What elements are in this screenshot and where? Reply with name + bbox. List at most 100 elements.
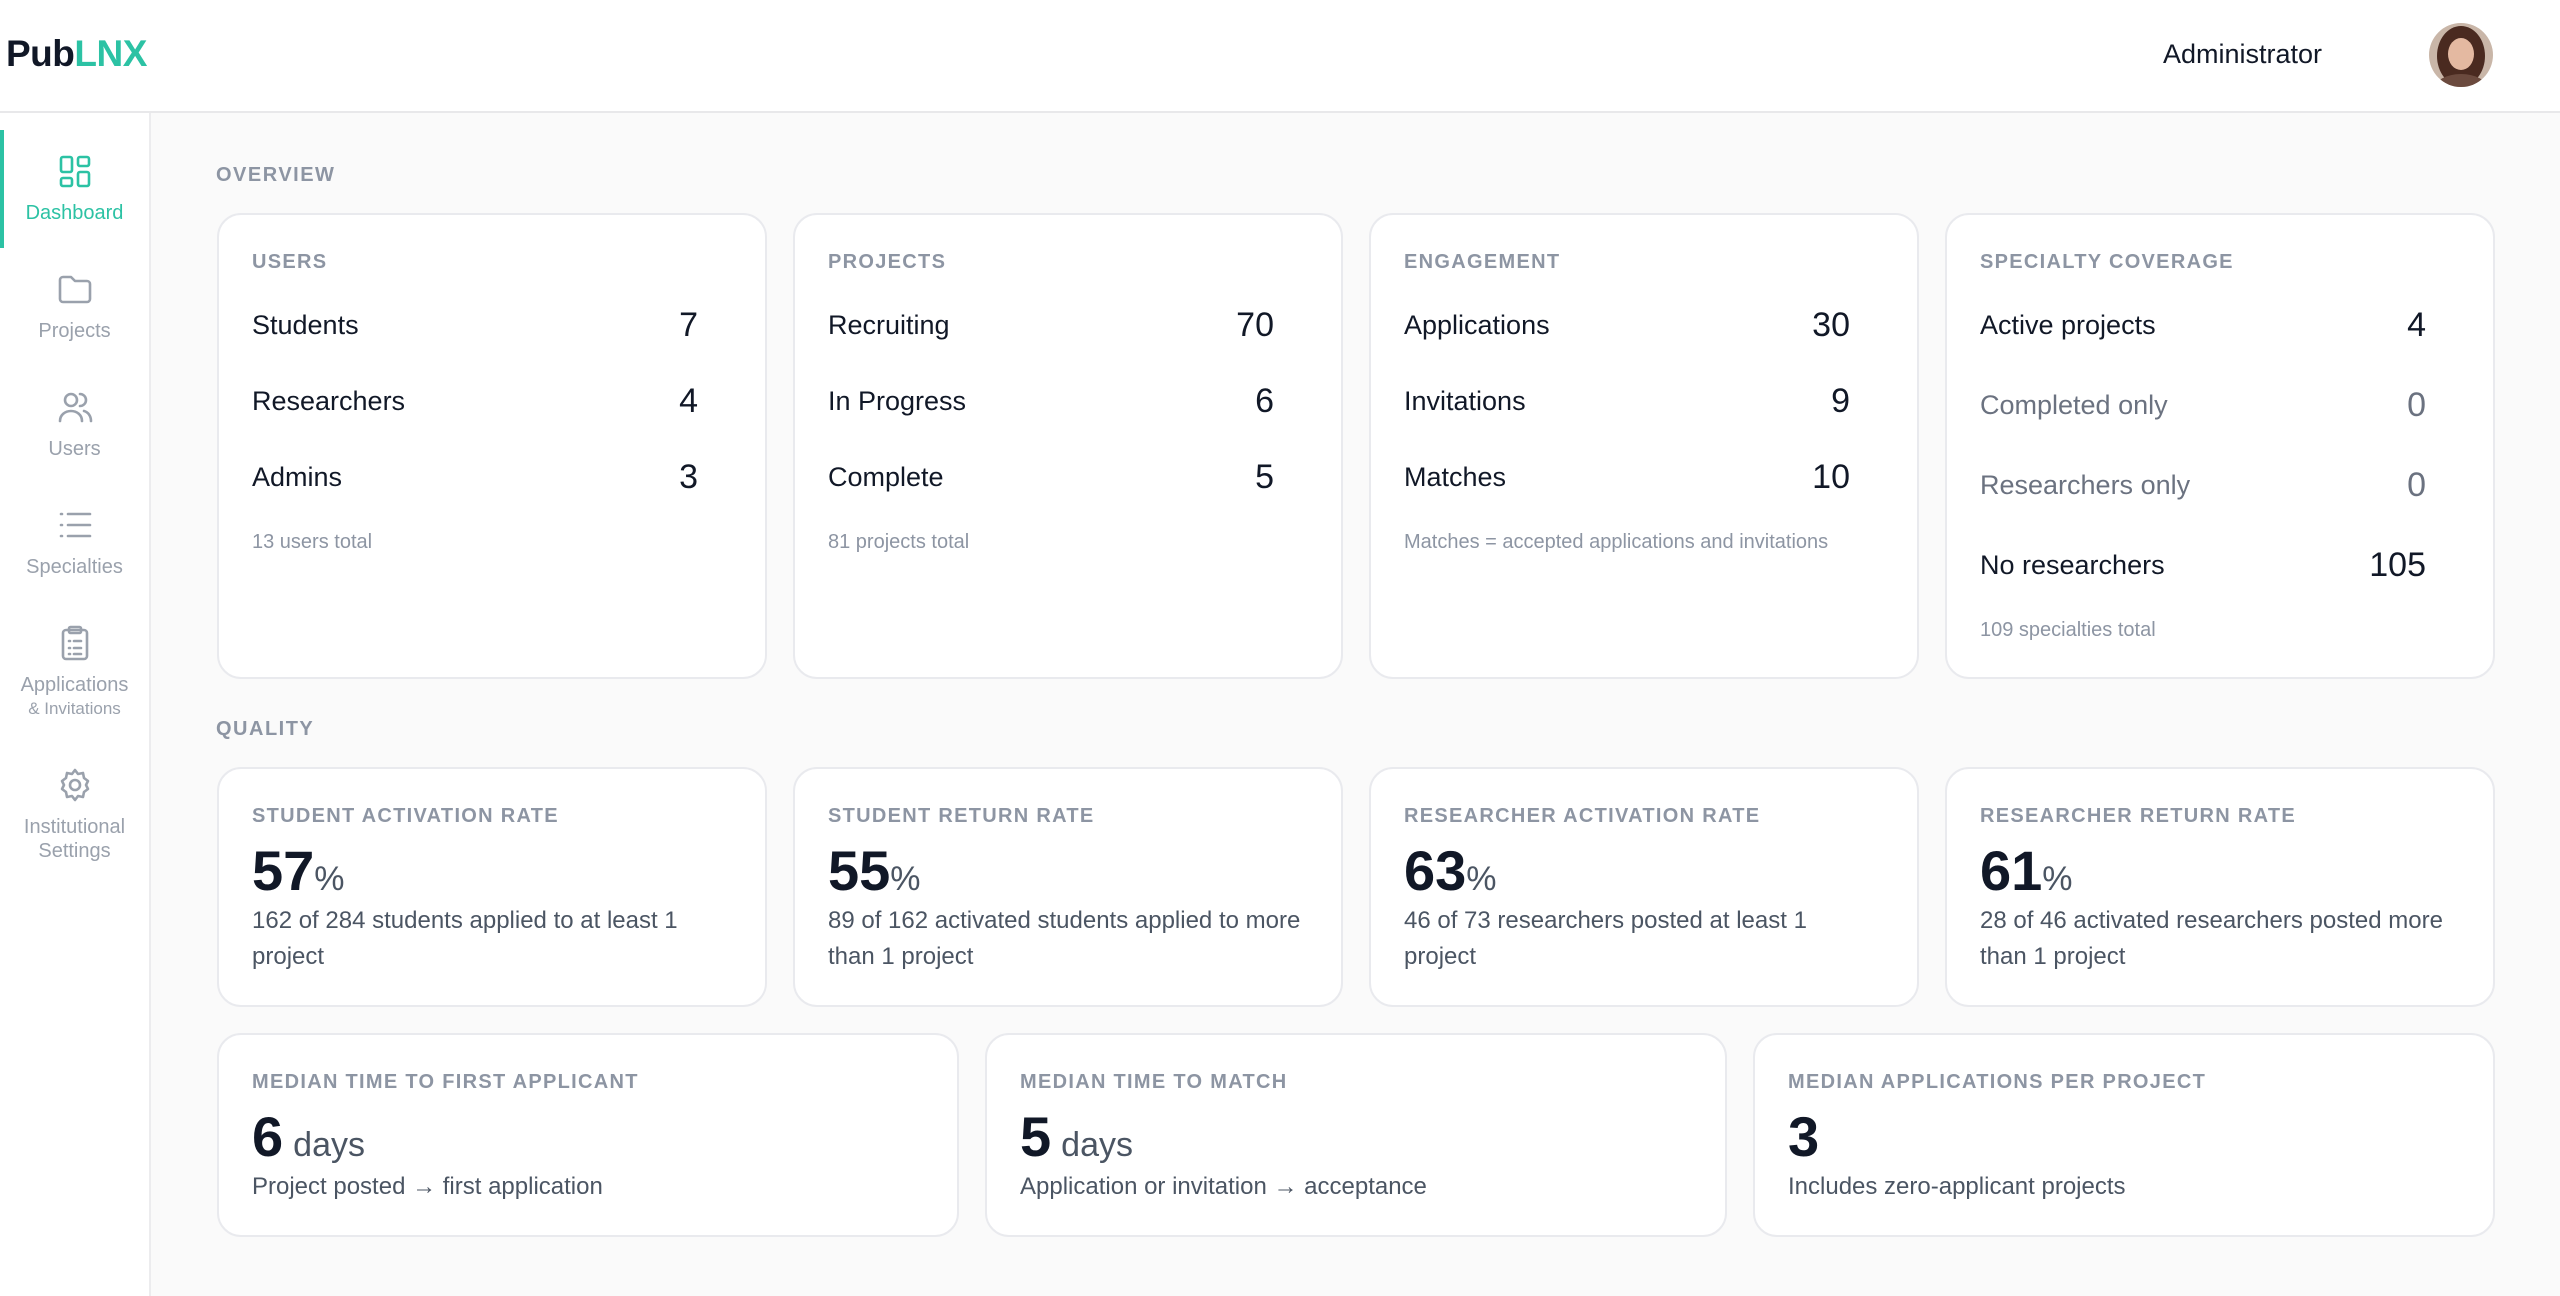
card-title: MEDIAN APPLICATIONS PER PROJECT bbox=[1788, 1071, 2207, 1093]
card-description: Application or invitation → acceptance bbox=[1020, 1173, 1427, 1200]
median-card: MEDIAN APPLICATIONS PER PROJECT 3 Includes… bbox=[1753, 1033, 2495, 1237]
section-title: OVERVIEW bbox=[216, 164, 336, 186]
nav-label: Users bbox=[48, 438, 101, 460]
nav-item[interactable]: Projects bbox=[0, 248, 149, 366]
card-footnote: 109 specialties total bbox=[1980, 619, 2156, 641]
stat-value: 6 bbox=[1255, 381, 1274, 420]
card-title: SPECIALTY COVERAGE bbox=[1980, 251, 2234, 273]
stat-row: Invitations 9 bbox=[1404, 379, 1850, 423]
metric: 63% bbox=[1404, 841, 1497, 909]
stat-row: Recruiting 70 bbox=[828, 303, 1274, 347]
card-description: 162 of 284 students applied to at least … bbox=[252, 907, 678, 970]
nav-item[interactable]: Applications & Invitations bbox=[0, 602, 149, 744]
rate-card: RESEARCHER ACTIVATION RATE 63% 46 of 73 re… bbox=[1369, 767, 1919, 1007]
stat-label: Active projects bbox=[1980, 309, 2156, 340]
nav-item[interactable]: Dashboard bbox=[0, 130, 149, 248]
median-card: MEDIAN TIME TO FIRST APPLICANT 6 days Proje… bbox=[217, 1033, 959, 1237]
section-title: QUALITY bbox=[216, 718, 315, 740]
stat-card: PROJECTS Recruiting 70 In Progress 6 Complete… bbox=[793, 213, 1343, 679]
median-card: MEDIAN TIME TO MATCH 5 days Application or … bbox=[985, 1033, 1727, 1237]
metric-value: 6 bbox=[252, 1105, 284, 1168]
stat-value: 7 bbox=[679, 305, 698, 344]
nav-label: Specialties bbox=[26, 556, 123, 578]
logo[interactable]: PubLNX bbox=[6, 33, 147, 75]
stat-value: 3 bbox=[679, 457, 698, 496]
nav-item[interactable]: Institutional Settings bbox=[0, 744, 149, 886]
stat-row: Admins 3 bbox=[252, 455, 698, 499]
nav-icon bbox=[59, 155, 90, 188]
stat-value: 0 bbox=[2407, 465, 2426, 504]
stat-label: Students bbox=[252, 309, 359, 340]
logo-primary: Pub bbox=[6, 33, 75, 74]
card-title: PROJECTS bbox=[828, 251, 947, 273]
stat-value: 105 bbox=[2369, 545, 2426, 584]
card-title: STUDENT RETURN RATE bbox=[828, 805, 1095, 827]
stat-row: Researchers only 0 bbox=[1980, 463, 2426, 507]
card-description: Project posted → first application bbox=[252, 1173, 603, 1200]
card-title: RESEARCHER ACTIVATION RATE bbox=[1404, 805, 1761, 827]
nav-icon bbox=[61, 625, 88, 661]
stat-card: SPECIALTY COVERAGE Active projects 4 Comple… bbox=[1945, 213, 2495, 679]
logo-accent: LNX bbox=[74, 33, 147, 74]
stat-row: Researchers 4 bbox=[252, 379, 698, 423]
stat-value: 9 bbox=[1831, 381, 1850, 420]
card-description: 28 of 46 activated researchers posted mo… bbox=[1980, 907, 2443, 970]
stat-row: Completed only 0 bbox=[1980, 383, 2426, 427]
user-name[interactable]: Administrator bbox=[2162, 39, 2322, 69]
metric: 6 days bbox=[252, 1107, 365, 1175]
metric-value: 5 bbox=[1020, 1105, 1052, 1168]
nav-icon bbox=[60, 768, 89, 802]
card-description: 89 of 162 activated students applied to … bbox=[828, 907, 1301, 970]
stat-label: Completed only bbox=[1980, 389, 2168, 420]
stat-row: Applications 30 bbox=[1404, 303, 1850, 347]
stat-row: No researchers 105 bbox=[1980, 543, 2426, 587]
stat-value: 30 bbox=[1812, 305, 1850, 344]
card-title: STUDENT ACTIVATION RATE bbox=[252, 805, 559, 827]
nav-label: Dashboard bbox=[25, 202, 124, 224]
nav-icon bbox=[58, 392, 92, 423]
nav-label: Applications bbox=[20, 674, 129, 696]
card-footnote: 13 users total bbox=[252, 531, 373, 553]
rate-card: RESEARCHER RETURN RATE 61% 28 of 46 activa… bbox=[1945, 767, 2495, 1007]
card-description: Includes zero-applicant projects bbox=[1788, 1173, 2126, 1200]
stat-row: Active projects 4 bbox=[1980, 303, 2426, 347]
stat-row: Matches 10 bbox=[1404, 455, 1850, 499]
card-footnote: 81 projects total bbox=[828, 531, 970, 553]
card-title: MEDIAN TIME TO FIRST APPLICANT bbox=[252, 1071, 639, 1093]
card-title: MEDIAN TIME TO MATCH bbox=[1020, 1071, 1288, 1093]
nav-icon bbox=[58, 275, 91, 304]
card-title: RESEARCHER RETURN RATE bbox=[1980, 805, 2297, 827]
stat-label: Recruiting bbox=[828, 309, 950, 340]
nav-item[interactable]: Specialties bbox=[0, 484, 149, 602]
metric-value: 63 bbox=[1404, 839, 1467, 902]
stat-label: Applications bbox=[1404, 309, 1550, 340]
card-description: 46 of 73 researchers posted at least 1 p… bbox=[1404, 907, 1807, 970]
metric-unit: days bbox=[293, 1126, 365, 1164]
stat-card: ENGAGEMENT Applications 30 Invitations 9 Matc… bbox=[1369, 213, 1919, 679]
nav-icon bbox=[59, 512, 91, 538]
header: PubLNX Administrator bbox=[0, 0, 2560, 113]
stat-label: Complete bbox=[828, 461, 944, 492]
metric-value: 61 bbox=[1980, 839, 2043, 902]
stat-row: In Progress 6 bbox=[828, 379, 1274, 423]
nav-sublabel: & Invitations bbox=[28, 699, 121, 718]
stat-value: 0 bbox=[2407, 385, 2426, 424]
metric: 57% bbox=[252, 841, 345, 909]
metric-unit: % bbox=[890, 860, 921, 898]
metric-unit: days bbox=[1061, 1126, 1133, 1164]
stat-row: Students 7 bbox=[252, 303, 698, 347]
avatar[interactable] bbox=[2428, 22, 2494, 88]
stat-card: USERS Students 7 Researchers 4 Admins 3 13 user… bbox=[217, 213, 767, 679]
stat-label: In Progress bbox=[828, 385, 967, 416]
nav-label: Projects bbox=[38, 320, 111, 342]
nav-item[interactable]: Users bbox=[0, 366, 149, 484]
stat-value: 4 bbox=[2407, 305, 2426, 344]
stat-label: No researchers bbox=[1980, 549, 2165, 580]
stat-value: 10 bbox=[1812, 457, 1850, 496]
stat-label: Invitations bbox=[1404, 385, 1526, 416]
card-footnote: Matches = accepted applications and invi… bbox=[1404, 531, 1829, 553]
sidebar: Dashboard Projects Users Specialties Applica… bbox=[0, 113, 151, 1296]
stat-value: 70 bbox=[1236, 305, 1274, 344]
stat-label: Matches bbox=[1404, 461, 1507, 492]
